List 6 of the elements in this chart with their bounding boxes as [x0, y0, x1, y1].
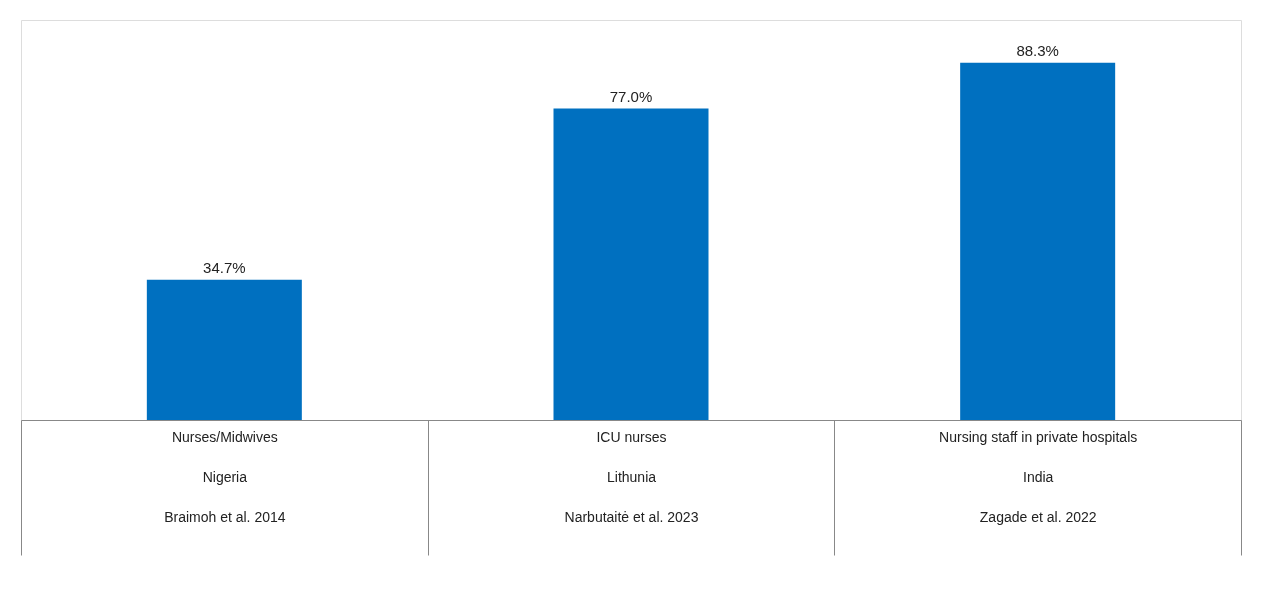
category-label: ICU nurses Lithunia Narbutaitė et al. 2023: [564, 428, 699, 525]
category-label: Nursing staff in private hospitals India Zagade et al. 2022: [939, 428, 1138, 525]
category-label: Nurses/Midwives Nigeria Braimoh et al. 2014: [164, 428, 286, 525]
data-label: 77.0%: [609, 87, 653, 105]
data-label: 34.7%: [203, 258, 246, 276]
data-label: 88.3%: [1016, 41, 1059, 59]
